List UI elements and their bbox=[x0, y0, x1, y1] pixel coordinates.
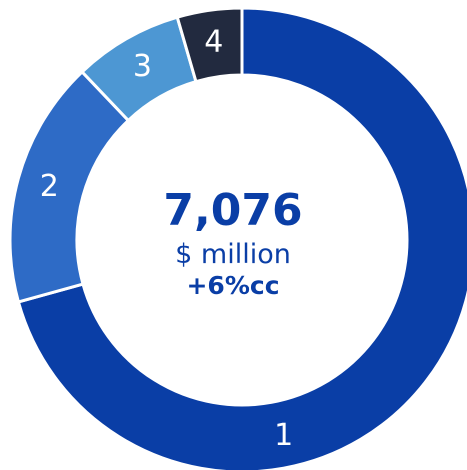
donut-slice-1 bbox=[16, 6, 467, 470]
center-summary: 7,076 $ million +6%cc bbox=[133, 183, 333, 301]
donut-slice-2 bbox=[8, 69, 131, 304]
center-unit-label: $ million bbox=[175, 239, 291, 270]
donut-slice-label-4: 4 bbox=[204, 24, 223, 59]
center-change-label: +6%cc bbox=[186, 271, 280, 300]
donut-slice-label-3: 3 bbox=[133, 49, 152, 84]
donut-slice-labels: 1 2 3 4 bbox=[40, 24, 293, 453]
donut-slice-4 bbox=[175, 6, 244, 84]
donut-slice-label-2: 2 bbox=[40, 169, 59, 204]
donut-slice-label-1: 1 bbox=[274, 418, 293, 453]
donut-slices bbox=[8, 6, 467, 470]
center-total-value: 7,076 bbox=[163, 185, 303, 236]
